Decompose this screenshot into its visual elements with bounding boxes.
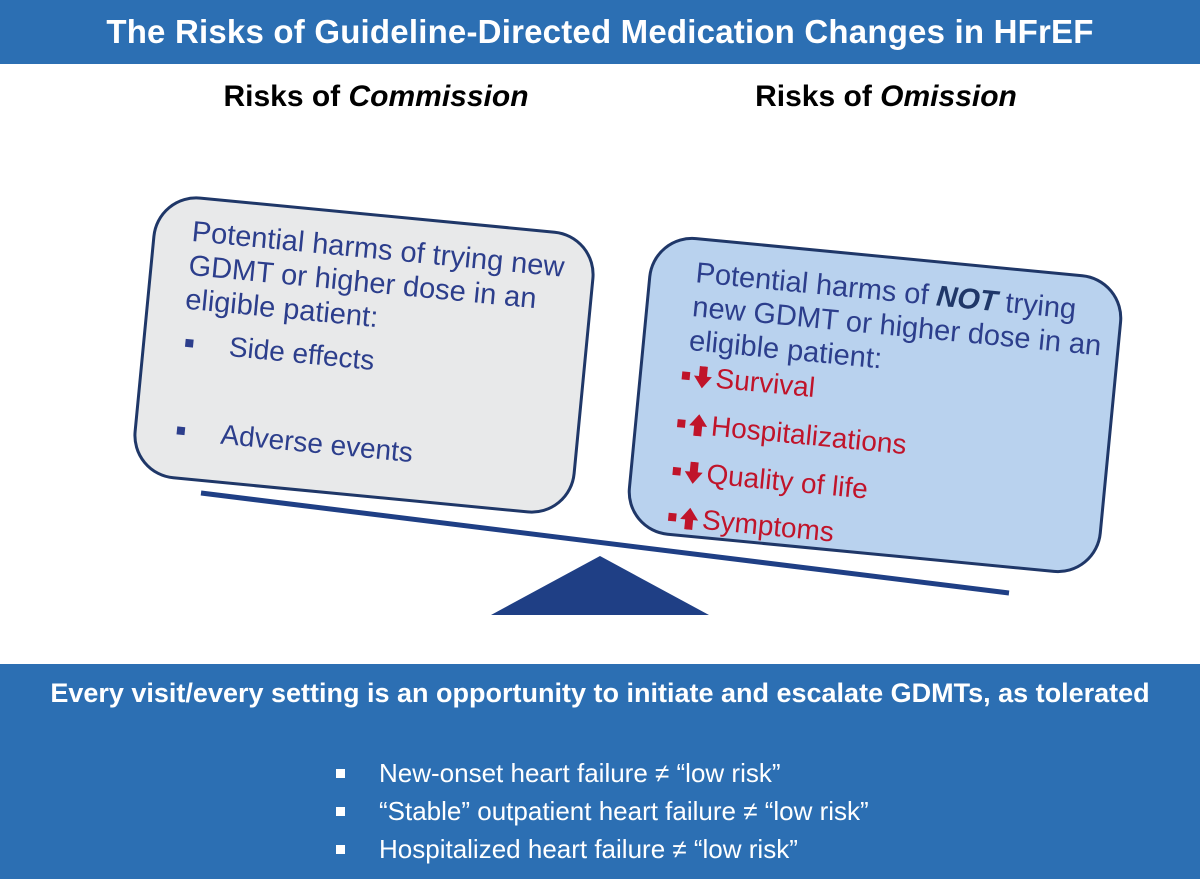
bottom-message-panel: Every visit/every setting is an opportun… (0, 664, 1200, 879)
commission-item-side-effects: Side effects (184, 327, 376, 377)
commission-heading-prefix: Risks of (223, 80, 349, 113)
fulcrum-triangle (491, 556, 709, 615)
bottom-bullet-label: “Stable” outpatient heart failure ≠ “low… (379, 796, 869, 826)
commission-item-adverse-events: Adverse events (175, 414, 414, 469)
omission-item-quality-of-life: Quality of life (671, 455, 869, 506)
bullet-square-icon (676, 419, 686, 428)
omission-heading: Risks of Omission (686, 80, 1086, 114)
bullet-square-icon (336, 845, 345, 854)
omission-heading-prefix: Risks of (755, 80, 881, 113)
commission-item-label: Side effects (227, 331, 376, 376)
bottom-bullet-new-onset: New-onset heart failure ≠ “low risk” (336, 758, 781, 789)
omission-item-hospitalizations: Hospitalizations (676, 407, 908, 461)
page-title: The Risks of Guideline-Directed Medicati… (106, 13, 1094, 50)
arrow-up-icon (689, 414, 708, 437)
omission-item-label: Quality of life (705, 458, 870, 505)
omission-item-label: Survival (714, 362, 817, 404)
balance-beam (200, 490, 1010, 596)
commission-heading: Risks of Commission (176, 80, 576, 114)
arrow-down-icon (693, 366, 712, 389)
bullet-square-icon (176, 426, 186, 436)
commission-item-label: Adverse events (219, 418, 415, 469)
bottom-bullet-hospitalized: Hospitalized heart failure ≠ “low risk” (336, 834, 798, 865)
commission-heading-emphasis: Commission (348, 80, 529, 113)
omission-heading-emphasis: Omission (880, 80, 1017, 113)
bullet-square-icon (681, 371, 691, 381)
omission-item-label: Hospitalizations (709, 410, 908, 461)
bottom-bullet-stable-outpatient: “Stable” outpatient heart failure ≠ “low… (336, 796, 869, 827)
omission-item-symptoms: Symptoms (667, 501, 835, 549)
arrow-down-icon (684, 461, 703, 484)
bottom-bullet-label: New-onset heart failure ≠ “low risk” (379, 758, 781, 788)
bullet-square-icon (336, 769, 345, 778)
bullet-square-icon (184, 338, 194, 348)
title-banner: The Risks of Guideline-Directed Medicati… (0, 0, 1200, 64)
bullet-square-icon (667, 512, 677, 522)
bullet-square-icon (336, 807, 345, 816)
commission-box: Potential harms of trying new GDMT or hi… (129, 192, 599, 518)
omission-not-emphasis: NOT (934, 280, 999, 319)
bullet-square-icon (672, 466, 682, 476)
omission-item-survival: Survival (680, 359, 816, 404)
arrow-up-icon (680, 507, 699, 531)
bottom-headline: Every visit/every setting is an opportun… (50, 678, 1150, 708)
omission-box: Potential harms of NOT trying new GDMT o… (623, 232, 1127, 578)
balance-scale (200, 490, 1010, 615)
bottom-bullet-label: Hospitalized heart failure ≠ “low risk” (379, 834, 798, 864)
